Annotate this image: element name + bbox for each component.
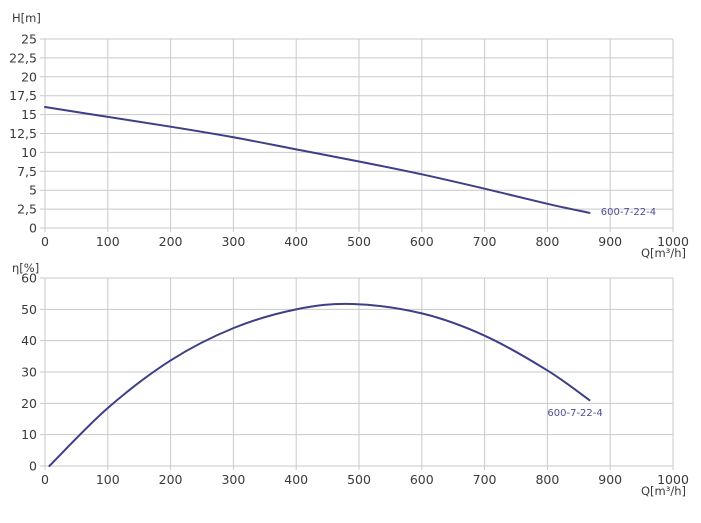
y-tick-label: 0 xyxy=(29,459,37,474)
x-axis-title: Q[m³/h] xyxy=(641,484,686,498)
x-tick-label: 300 xyxy=(221,234,245,249)
x-tick-label: 600 xyxy=(410,234,434,249)
x-tick-label: 1000 xyxy=(657,234,689,249)
y-tick-label: 12,5 xyxy=(9,126,37,141)
x-tick-label: 800 xyxy=(535,472,559,487)
x-tick-label: 0 xyxy=(41,234,49,249)
x-tick-label: 900 xyxy=(598,472,622,487)
y-tick-label: 20 xyxy=(21,69,37,84)
y-tick-label: 22,5 xyxy=(9,50,37,65)
y-tick-label: 2,5 xyxy=(17,202,37,217)
series-label: 600-7-22-4 xyxy=(547,408,602,419)
y-tick-label: 25 xyxy=(21,32,37,47)
head-chart: 0 2,5 5 7,5 10 12,5 15 17,5 20 22,5 25 0 100 200 300 40… xyxy=(9,11,689,260)
x-tick-label: 700 xyxy=(473,472,497,487)
x-tick-label: 0 xyxy=(41,472,49,487)
y-tick-label: 50 xyxy=(21,302,37,317)
y-tick-label: 5 xyxy=(29,183,37,198)
y-tick-label: 20 xyxy=(21,396,37,411)
x-tick-label: 500 xyxy=(347,472,371,487)
y-tick-label: 40 xyxy=(21,333,37,348)
x-tick-label: 100 xyxy=(96,472,120,487)
y-tick-label: 0 xyxy=(29,221,37,236)
y-tick-label: 10 xyxy=(21,427,37,442)
y-tick-label: 17,5 xyxy=(9,88,37,103)
y-axis-title: η[%] xyxy=(12,261,39,275)
x-tick-label: 100 xyxy=(96,234,120,249)
x-tick-label: 800 xyxy=(535,234,559,249)
x-tick-label: 200 xyxy=(159,472,183,487)
x-tick-label: 700 xyxy=(473,234,497,249)
x-tick-label: 200 xyxy=(159,234,183,249)
x-tick-label: 600 xyxy=(410,472,434,487)
x-tick-label: 1000 xyxy=(657,472,689,487)
y-tick-label: 30 xyxy=(21,365,37,380)
y-tick-label: 15 xyxy=(21,107,37,122)
series-label: 600-7-22-4 xyxy=(601,207,656,218)
series-curve xyxy=(44,106,591,214)
y-axis-title: H[m] xyxy=(12,11,41,25)
y-tick-label: 60 xyxy=(21,271,37,286)
series-curve xyxy=(48,302,591,467)
x-tick-label: 900 xyxy=(598,234,622,249)
x-tick-label: 300 xyxy=(221,472,245,487)
y-tick-label: 7,5 xyxy=(17,164,37,179)
y-tick-label: 10 xyxy=(21,145,37,160)
x-tick-label: 500 xyxy=(347,234,371,249)
x-tick-label: 400 xyxy=(284,234,308,249)
x-tick-label: 400 xyxy=(284,472,308,487)
x-axis-title: Q[m³/h] xyxy=(641,246,686,260)
